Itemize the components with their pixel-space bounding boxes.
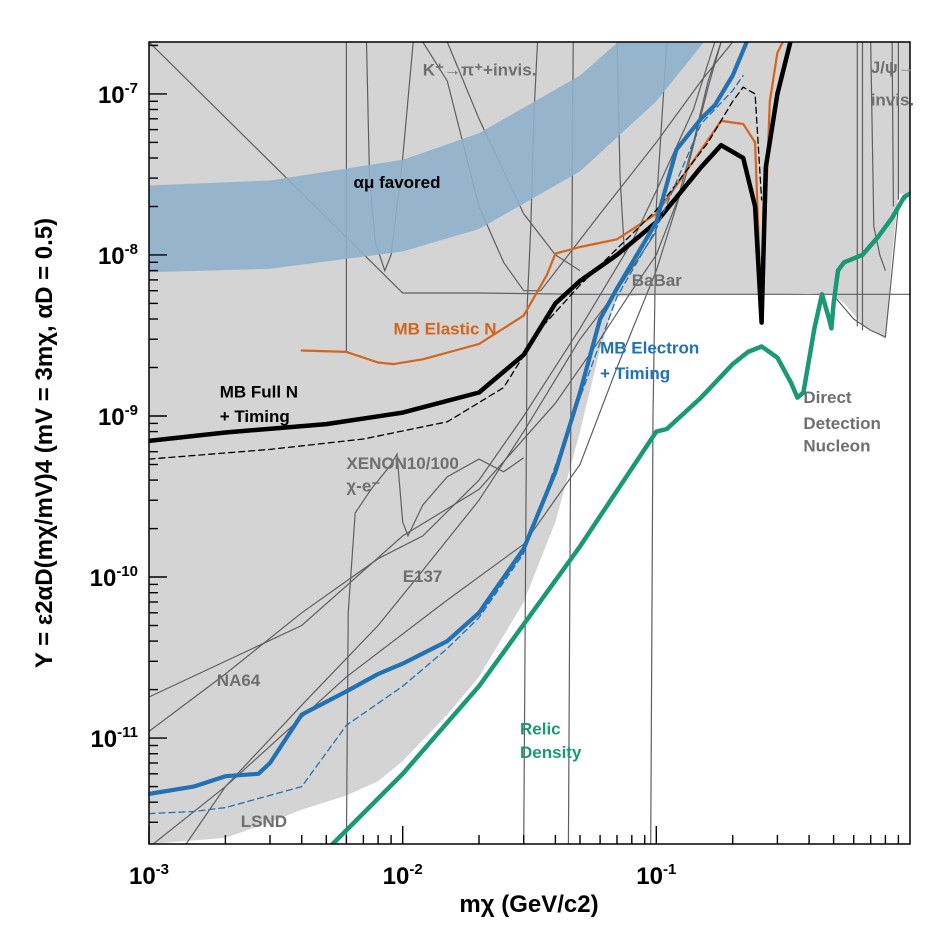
xenon-label-line2: χ-e⁻: [346, 477, 380, 496]
na64-label: NA64: [217, 671, 261, 690]
exclusion-boundary-line: [523, 42, 539, 844]
x-tick-label: 10-2: [383, 861, 423, 890]
exclusion-boundary-line: [345, 452, 525, 844]
y-tick-label: 10-8: [98, 241, 138, 270]
relic-density-curve: [330, 191, 910, 844]
y-tick-labels: 10-11 10-10 10-9 10-8 10-7: [90, 80, 138, 753]
e137-label: E137: [403, 567, 443, 586]
x-axis-title: mχ (GeV/c2): [459, 891, 598, 918]
axis-ticks: [148, 44, 900, 844]
amu-favored-band: [149, 42, 704, 273]
exclusion-boundary-line: [650, 42, 668, 844]
y-tick-label: 10-7: [98, 80, 138, 109]
electron-label-line1: MB Electron: [600, 338, 699, 357]
amu-favored-label: αμ favored: [354, 173, 441, 192]
kpi-label: K⁺→π⁺+invis.: [423, 61, 537, 80]
x-tick-labels: 10-3 10-2 10-1: [129, 861, 676, 890]
lsnd-label: LSND: [241, 812, 287, 831]
elastic-label: MB Elastic N: [394, 320, 497, 339]
electron-dashed-curve: [149, 74, 744, 815]
series-layer: [149, 42, 910, 844]
babar-label: BaBar: [632, 271, 682, 290]
direct-detection-label-line3: Nucleon: [803, 437, 870, 456]
y-tick-label: 10-11: [90, 724, 138, 753]
full-n-dashed-curve: [149, 86, 763, 460]
x-tick-label: 10-3: [129, 861, 169, 890]
exclusion-boundary-line: [149, 42, 722, 698]
exclusion-boundary-line: [185, 231, 657, 844]
xenon-label-line1: XENON10/100: [346, 454, 458, 473]
annotation-layer: K⁺→π⁺+invis. J/ψ→ invis. αμ favored BaBa…: [217, 58, 915, 831]
relic-label-line2: Density: [520, 743, 582, 762]
jpsi-label-line1: J/ψ→: [871, 58, 915, 77]
fulln-label-line2: + Timing: [220, 407, 290, 426]
exclusion-boundary-line: [891, 42, 894, 207]
full-n-curve: [149, 42, 793, 444]
electron-curve: [149, 42, 749, 796]
electron-label-line2: + Timing: [600, 364, 670, 383]
direct-detection-label-line1: Direct: [803, 388, 852, 407]
y-axis-title: Y = ε2αD(mχ/mV)4 (mV = 3mχ, αD = 0.5): [31, 218, 58, 668]
jpsi-label-line2: invis.: [871, 90, 914, 109]
relic-label-line1: Relic: [520, 720, 561, 739]
direct-detection-label-line2: Detection: [803, 414, 880, 433]
plot-frame: [148, 41, 911, 845]
y-tick-label: 10-10: [90, 563, 138, 592]
fulln-label-line1: MB Full N: [220, 383, 298, 402]
exclusion-boundary-line: [149, 42, 716, 732]
y-tick-label: 10-9: [98, 402, 138, 431]
favored-band-layer: [149, 42, 704, 273]
plot-area: [149, 42, 910, 844]
exclusion-boundary-line: [446, 42, 581, 272]
x-tick-label: 10-1: [636, 861, 676, 890]
